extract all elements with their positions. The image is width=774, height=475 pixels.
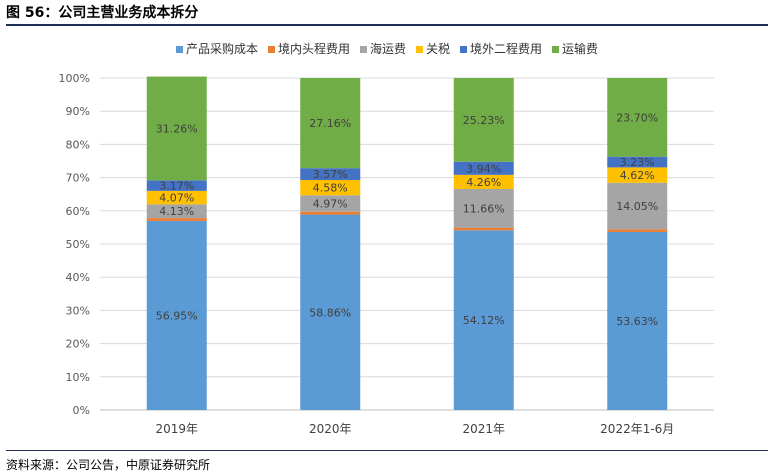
bar-segment <box>146 220 207 410</box>
y-tick-label: 90% <box>66 105 90 118</box>
bar-segment <box>607 156 668 168</box>
legend-item: 海运费 <box>359 40 406 57</box>
y-tick-label: 60% <box>66 205 90 218</box>
data-label: 11.66% <box>463 202 505 215</box>
data-label: 3.23% <box>620 156 655 169</box>
legend-swatch <box>552 46 560 53</box>
legend-label: 产品采购成本 <box>185 42 258 56</box>
legend-swatch <box>175 46 183 53</box>
data-label: 53.63% <box>616 315 658 328</box>
bar-segment <box>453 78 514 162</box>
y-axis: 0% 10% 20% 30% 40% 50% 60% 70% 80% 90% 100% <box>59 72 90 417</box>
data-label: 4.97% <box>313 197 348 210</box>
legend-swatch <box>460 46 468 53</box>
figure-title: 图 56：公司主营业务成本拆分 <box>6 5 199 21</box>
legend-swatch <box>359 46 367 53</box>
data-label: 25.23% <box>463 114 505 127</box>
y-tick-label: 70% <box>66 172 90 185</box>
bar-segment <box>300 180 361 196</box>
bar-segment <box>300 168 361 181</box>
data-label: 3.57% <box>313 168 348 181</box>
bar-segment <box>607 231 668 410</box>
bar-segment <box>607 182 668 230</box>
bar-segment <box>453 227 514 231</box>
x-tick-label: 2022年1-6月 <box>600 422 674 436</box>
legend-label: 关税 <box>426 42 451 56</box>
data-label: 56.95% <box>156 309 198 322</box>
bar-segment <box>607 78 668 157</box>
legend-item: 运输费 <box>552 40 598 57</box>
x-axis: 2019年 2020年 2021年 2022年1-6月 <box>155 422 674 436</box>
data-label: 4.58% <box>313 182 348 195</box>
data-label: 58.86% <box>309 306 351 319</box>
bar-segment <box>453 161 514 175</box>
bar-segment <box>146 180 207 191</box>
title-rule <box>6 24 768 26</box>
y-tick-label: 20% <box>66 338 90 351</box>
legend-label: 运输费 <box>562 42 599 56</box>
bar-segment <box>453 230 514 410</box>
y-tick-label: 0% <box>73 404 90 417</box>
data-label: 4.13% <box>159 205 194 218</box>
data-label: 54.12% <box>463 314 505 327</box>
x-tick-label: 2020年 <box>309 422 352 436</box>
data-label: 4.26% <box>466 176 501 189</box>
bar-segment <box>146 218 207 221</box>
y-tick-label: 100% <box>59 72 90 85</box>
legend-swatch <box>416 46 423 53</box>
data-label: 23.70% <box>616 111 658 124</box>
y-tick-label: 40% <box>66 271 90 284</box>
data-label: 31.26% <box>156 122 198 135</box>
bar-segment <box>300 195 361 212</box>
data-label: 14.05% <box>616 200 658 213</box>
chart-legend: 产品采购成本 境内头程费用 海运费 关税 境外二程费用 运输费 <box>0 40 774 57</box>
bar-segment <box>146 76 207 181</box>
x-tick-label: 2021年 <box>462 422 505 436</box>
y-tick-label: 80% <box>66 138 90 151</box>
stacked-bar-chart: 0% 10% 20% 30% 40% 50% 60% 70% 80% 90% 100% 56.95%… <box>59 72 714 436</box>
source-note: 资料来源：公司公告，中原证券研究所 <box>6 458 211 472</box>
y-tick-label: 30% <box>66 304 90 317</box>
y-tick-label: 50% <box>66 238 90 251</box>
data-label: 4.07% <box>159 192 194 205</box>
bar-segment <box>453 174 514 189</box>
x-tick-label: 2019年 <box>155 422 198 436</box>
legend-label: 境内头程费用 <box>277 42 350 56</box>
legend-label: 境外二程费用 <box>470 42 543 56</box>
y-tick-label: 10% <box>66 371 90 384</box>
bar-segment <box>607 167 668 183</box>
bar-segment <box>300 214 361 410</box>
bar-segment <box>453 188 514 228</box>
legend-item: 境内头程费用 <box>267 40 350 57</box>
legend-item: 境外二程费用 <box>460 40 542 57</box>
legend-swatch <box>267 46 275 53</box>
bar-segment <box>146 190 207 205</box>
bar-segment <box>300 78 361 169</box>
legend-item: 关税 <box>416 40 450 57</box>
data-label: 3.17% <box>159 180 194 193</box>
bar-segment <box>146 204 207 219</box>
bar-segment <box>607 229 668 232</box>
footer-rule <box>6 450 768 451</box>
legend-item: 产品采购成本 <box>175 40 258 57</box>
data-labels: 56.95% 4.13%4.07%3.17% 31.26% 58.86% 4.97% 4.… <box>156 111 658 328</box>
bar-series <box>146 76 668 410</box>
data-label: 4.62% <box>620 169 655 182</box>
data-label: 3.94% <box>466 162 501 175</box>
bar-segment <box>300 211 361 215</box>
data-label: 27.16% <box>309 117 351 130</box>
legend-label: 海运费 <box>369 42 406 56</box>
